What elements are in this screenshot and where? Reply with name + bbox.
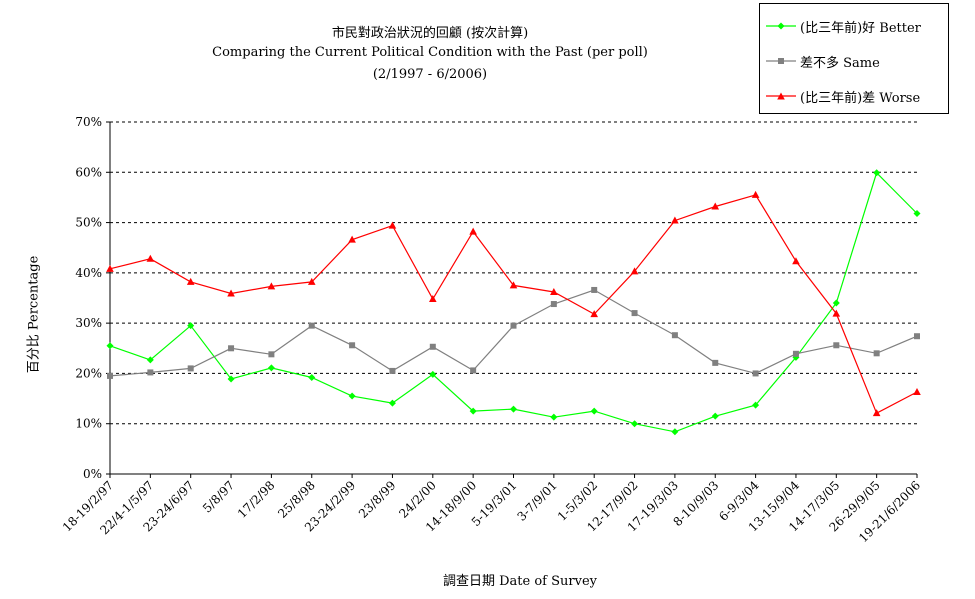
data-point: [509, 281, 518, 289]
data-point: [550, 287, 558, 295]
y-axis-label: 百分比 Percentage: [26, 255, 42, 374]
data-point: [227, 375, 235, 383]
data-point: [146, 356, 154, 364]
series-same: [107, 286, 920, 379]
data-point: [146, 254, 155, 262]
series-line: [109, 171, 918, 433]
data-point: [429, 295, 437, 303]
legend-item-same: 差不多 Same: [766, 51, 880, 71]
data-point: [832, 309, 841, 317]
x-tick-label: 23/8/99: [356, 478, 399, 521]
data-point: [591, 286, 598, 293]
legend-swatch-worse: [766, 92, 796, 100]
data-point: [550, 301, 557, 308]
chart-date-range: (2/1997 - 6/2006): [372, 67, 488, 82]
legend-label-same: 差不多 Same: [800, 55, 880, 71]
data-point: [832, 299, 840, 307]
data-point: [671, 428, 679, 436]
y-axis-ticks: 0% 10% 20% 30% 40% 50% 60% 70%: [75, 115, 110, 481]
data-point: [389, 367, 396, 374]
x-tick-label: 5/8/97: [200, 478, 237, 515]
data-point: [550, 413, 558, 421]
data-point: [631, 420, 639, 428]
data-point: [469, 407, 477, 415]
data-point: [348, 235, 356, 243]
data-point: [469, 227, 477, 235]
data-point: [833, 342, 840, 349]
data-point: [349, 342, 356, 349]
data-point: [227, 289, 235, 297]
data-point: [510, 405, 517, 413]
data-point: [187, 365, 194, 372]
axes: [109, 122, 917, 475]
data-point: [752, 370, 759, 377]
data-point: [308, 322, 315, 329]
data-point: [671, 332, 678, 339]
legend-swatch-same: [766, 58, 796, 64]
y-tick-label: 30%: [75, 316, 102, 330]
legend-label-worse: (比三年前)差 Worse: [800, 90, 921, 106]
data-point: [872, 409, 881, 417]
y-tick-label: 60%: [75, 165, 102, 179]
data-point: [711, 412, 719, 420]
chart-title: 市民對政治狀況的回顧 (按次計算): [331, 26, 529, 41]
y-tick-label: 70%: [75, 115, 102, 129]
y-tick-label: 10%: [75, 417, 102, 431]
legend-item-worse: (比三年前)差 Worse: [766, 86, 920, 106]
data-point: [308, 373, 316, 381]
data-point: [792, 350, 799, 357]
series-layer: [106, 169, 921, 436]
y-tick-label: 20%: [75, 366, 102, 380]
series-line: [109, 289, 918, 377]
data-point: [147, 369, 154, 376]
data-point: [106, 264, 114, 272]
legend-swatch-better: [766, 22, 796, 30]
data-point: [792, 257, 800, 265]
data-point: [470, 367, 477, 374]
data-point: [228, 345, 235, 352]
x-axis-label: 調查日期 Date of Survey: [442, 574, 597, 589]
data-point: [913, 210, 921, 218]
y-tick-label: 0%: [83, 467, 102, 481]
data-point: [711, 202, 720, 210]
data-point: [186, 277, 195, 285]
legend-item-better: (比三年前)好 Better: [766, 16, 921, 36]
data-point: [307, 277, 316, 285]
data-point: [107, 372, 113, 379]
data-point: [388, 399, 396, 407]
data-point: [429, 343, 436, 350]
y-tick-label: 50%: [75, 216, 102, 230]
data-point: [873, 350, 880, 357]
data-point: [106, 342, 114, 350]
data-point: [913, 388, 921, 396]
data-point: [348, 392, 356, 400]
legend-label-better: (比三年前)好 Better: [800, 20, 921, 36]
data-point: [751, 190, 760, 198]
data-point: [752, 401, 760, 409]
data-point: [630, 267, 639, 275]
data-point: [510, 322, 517, 329]
data-point: [429, 370, 437, 378]
data-point: [267, 364, 275, 372]
y-tick-label: 40%: [75, 266, 102, 280]
data-point: [187, 322, 195, 330]
series-better: [106, 169, 921, 436]
data-point: [671, 216, 679, 224]
data-point: [268, 351, 275, 358]
data-point: [388, 221, 397, 229]
x-tick-label: 3-7/9/01: [514, 478, 559, 523]
chart-subtitle: Comparing the Current Political Conditio…: [212, 45, 648, 60]
data-point: [267, 282, 276, 290]
data-point: [631, 310, 638, 317]
legend: (比三年前)好 Better 差不多 Same (比三年前)差 Worse: [759, 3, 949, 114]
data-point: [590, 310, 598, 318]
data-point: [914, 333, 920, 340]
x-tick-label: 17/2/98: [235, 478, 278, 521]
data-point: [873, 169, 881, 177]
data-point: [712, 359, 719, 366]
series-worse: [106, 190, 921, 417]
data-point: [590, 407, 598, 415]
